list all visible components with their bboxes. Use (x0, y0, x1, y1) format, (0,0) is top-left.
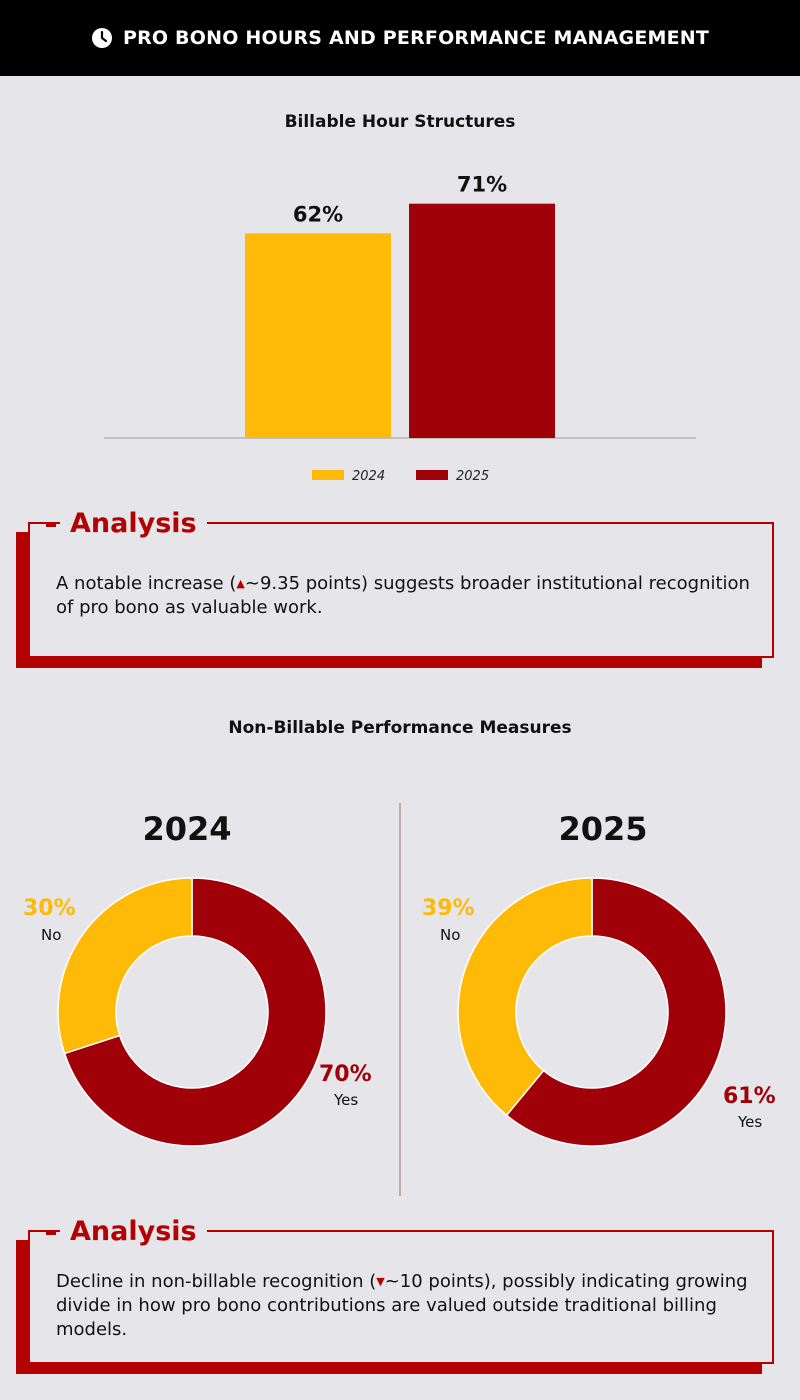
donut-chart-2024 (57, 877, 327, 1147)
bar-value-label: 71% (457, 173, 507, 197)
header-bar: PRO BONO HOURS AND PERFORMANCE MANAGEMEN… (0, 0, 800, 76)
triangle-up-icon: ▲ (236, 577, 245, 590)
donut-2024-title: 2024 (142, 810, 232, 848)
donut-2025-yes-label: Yes (738, 1113, 763, 1131)
donut-2025-no-value: 39% (422, 896, 475, 921)
donut-2025-title: 2025 (558, 810, 648, 848)
bar-2024 (245, 233, 391, 438)
slice-no (457, 877, 593, 1117)
donut-2024-no-label: No (41, 926, 62, 944)
analysis-text-start: A notable increase ( (56, 573, 237, 594)
label-tick (46, 1232, 56, 1235)
bar-chart-title: Billable Hour Structures (284, 112, 516, 132)
bar-2025 (409, 203, 555, 438)
analysis-label: Analysis (60, 508, 207, 540)
donut-2024-no-value: 30% (23, 896, 76, 921)
label-tick (46, 524, 56, 527)
analysis-label: Analysis (60, 1216, 207, 1248)
analysis-frame: Analysis A notable increase (▲~9.35 poin… (28, 508, 774, 658)
donut-chart-2025 (457, 877, 727, 1147)
chart-divider (399, 803, 401, 1196)
analysis-frame: Analysis Decline in non-billable recogni… (28, 1216, 774, 1364)
analysis-text: A notable increase (▲~9.35 points) sugge… (56, 572, 756, 620)
donut-2024-yes-value: 70% (319, 1062, 372, 1087)
donut-2025-no-label: No (440, 926, 461, 944)
legend-swatch-2025 (416, 470, 448, 480)
page-title: PRO BONO HOURS AND PERFORMANCE MANAGEMEN… (122, 27, 710, 49)
slice-yes (63, 877, 327, 1147)
analysis-text-end: ~10 points), possibly indicating growing… (56, 1271, 748, 1340)
bar-chart: 62% 71% 2024 2025 (104, 173, 696, 484)
clock-icon (91, 28, 112, 48)
legend-label-2025: 2025 (456, 469, 489, 484)
triangle-down-icon: ▼ (376, 1275, 385, 1288)
slice-yes (505, 877, 727, 1147)
legend-swatch-2024 (312, 470, 344, 480)
analysis-text-start: Decline in non-billable recognition ( (56, 1271, 377, 1292)
bar-value-label: 62% (293, 202, 343, 226)
donut-2024-yes-label: Yes (334, 1091, 359, 1109)
analysis-text-end: ~9.35 points) suggests broader instituti… (56, 573, 750, 618)
donut-2025-yes-value: 61% (723, 1084, 776, 1109)
analysis-text: Decline in non-billable recognition (▼~1… (56, 1270, 756, 1342)
donut-section-title: Non-Billable Performance Measures (228, 718, 572, 738)
slice-no (57, 877, 193, 1055)
legend-label-2024: 2024 (352, 469, 385, 484)
